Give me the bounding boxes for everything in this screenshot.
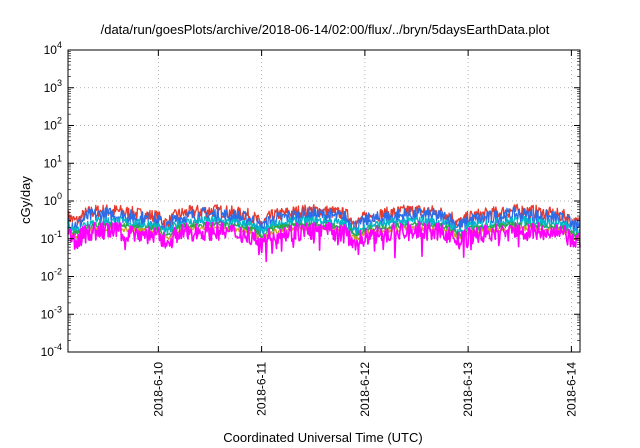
y-tick-label: 102 [44, 116, 62, 133]
series-group [67, 203, 581, 263]
chart-title: /data/run/goesPlots/archive/2018-06-14/0… [101, 22, 550, 37]
x-axis-label: Coordinated Universal Time (UTC) [223, 430, 422, 445]
x-tick-label: 2018-6-14 [564, 362, 578, 417]
y-tick-label: 100 [44, 191, 62, 208]
x-tick-label: 2018-6-12 [358, 362, 372, 417]
y-tick-label: 10-4 [41, 342, 62, 359]
x-tick-label: 2018-6-10 [151, 362, 165, 417]
y-axis: 10-4 10-3 10-2 10-1 100 101 102 103 104 [41, 40, 580, 359]
x-tick-label: 2018-6-13 [461, 362, 475, 417]
grid [68, 50, 580, 352]
y-tick-label: 10-3 [41, 304, 62, 321]
series-line [67, 220, 581, 263]
y-axis-label: cGy/day [18, 176, 33, 224]
x-axis: 2018-6-10 2018-6-11 2018-6-12 2018-6-13 2018… [151, 50, 578, 417]
y-tick-label: 103 [44, 78, 62, 95]
y-tick-label: 10-1 [41, 229, 62, 246]
y-tick-label: 101 [44, 153, 62, 170]
y-tick-label: 10-2 [41, 267, 62, 284]
x-tick-label: 2018-6-11 [255, 362, 269, 416]
y-tick-label: 104 [44, 40, 62, 57]
